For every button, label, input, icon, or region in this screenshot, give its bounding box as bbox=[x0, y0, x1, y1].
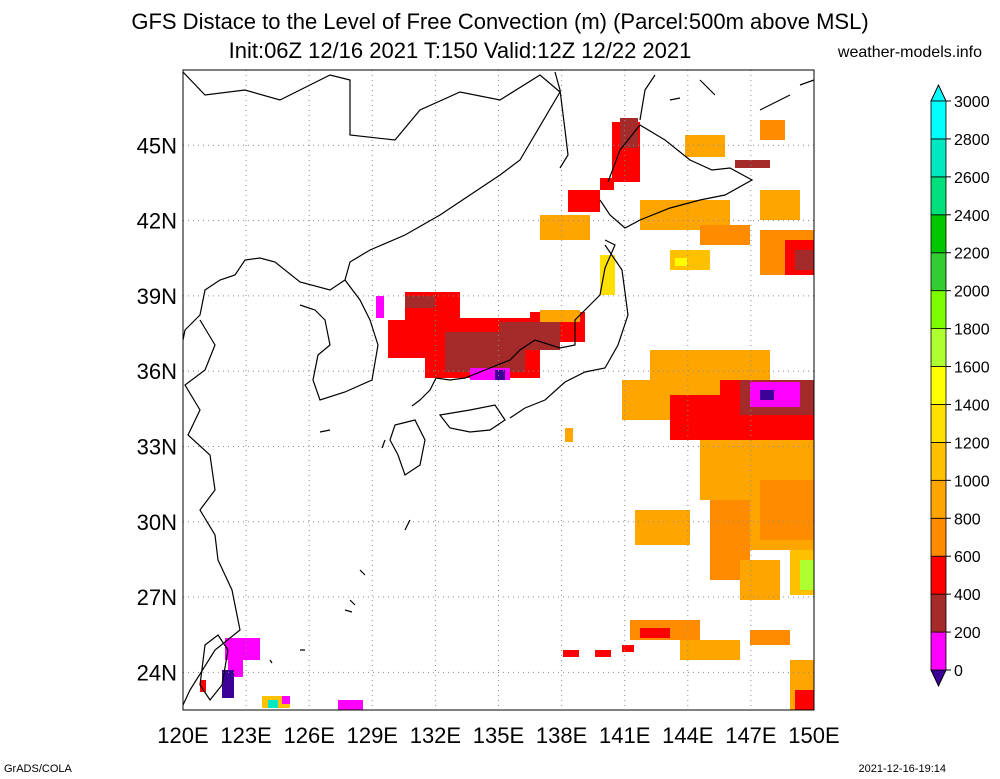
coast-korea-china bbox=[183, 71, 561, 341]
chart-title: GFS Distace to the Level of Free Convect… bbox=[131, 9, 869, 34]
colorbar-label: 1800 bbox=[954, 322, 990, 339]
lat-tick-label: 33N bbox=[137, 434, 177, 459]
coast-china-east bbox=[183, 319, 241, 706]
colorbar-label: 2200 bbox=[954, 246, 990, 263]
lon-tick-label: 123E bbox=[220, 723, 271, 748]
colorbar-label: 0 bbox=[954, 663, 963, 680]
field-layer bbox=[200, 118, 814, 710]
coast-sakhalin bbox=[554, 71, 569, 169]
lon-tick-label: 126E bbox=[284, 723, 335, 748]
colorbar-max-arrow bbox=[930, 83, 947, 102]
colorbar-label: 600 bbox=[954, 549, 981, 566]
lat-tick-label: 30N bbox=[137, 510, 177, 535]
colorbar-label: 800 bbox=[954, 511, 981, 528]
colorbar: 0 200 400 600 800 1000 1200 1400 1600 1800 2000 220… bbox=[930, 83, 990, 688]
lon-tick-label: 144E bbox=[662, 723, 713, 748]
colorbar-segment bbox=[930, 252, 947, 292]
lon-tick-label: 120E bbox=[157, 723, 208, 748]
coast-kyushu bbox=[389, 419, 426, 476]
coast-islands bbox=[269, 429, 411, 664]
colorbar-label: 3000 bbox=[954, 94, 990, 111]
lat-tick-label: 42N bbox=[137, 209, 177, 234]
colorbar-segment bbox=[930, 441, 947, 481]
colorbar-segment bbox=[930, 631, 947, 671]
lat-tick-labels: 24N 27N 30N 33N 36N 39N 42N 45N bbox=[137, 133, 177, 685]
lon-tick-labels: 120E 123E 126E 129E 132E 135E 138E 141E 144E 147E… bbox=[157, 723, 839, 748]
colorbar-segment bbox=[930, 138, 947, 178]
hokkaido-cells bbox=[568, 118, 800, 245]
colorbar-segment bbox=[930, 290, 947, 329]
lon-tick-label: 135E bbox=[473, 723, 524, 748]
colorbar-label: 2400 bbox=[954, 208, 990, 225]
colorbar-label: 200 bbox=[954, 625, 981, 642]
lon-tick-label: 132E bbox=[410, 723, 461, 748]
colorbar-label: 400 bbox=[954, 587, 981, 604]
coast-honshu-pacific bbox=[509, 244, 629, 419]
coast-honshu bbox=[411, 239, 616, 407]
grid-lines bbox=[183, 70, 814, 710]
chart-subtitle: Init:06Z 12/16 2021 T:150 Valid:12Z 12/2… bbox=[228, 38, 692, 63]
colorbar-label: 1400 bbox=[954, 397, 990, 414]
colorbar-segment bbox=[930, 593, 947, 633]
colorbar-label: 1000 bbox=[954, 473, 990, 490]
colorbar-segment bbox=[930, 366, 947, 405]
colorbar-segment bbox=[930, 479, 947, 519]
coast-shikoku bbox=[438, 404, 506, 433]
colorbar-label: 2600 bbox=[954, 170, 990, 187]
lat-tick-label: 45N bbox=[137, 133, 177, 158]
colorbar-label: 1600 bbox=[954, 360, 990, 377]
coast-hokkaido bbox=[599, 124, 754, 229]
colorbar-segment bbox=[930, 214, 947, 254]
colorbar-segment bbox=[930, 517, 947, 557]
pacific-band bbox=[622, 350, 814, 600]
south-cells bbox=[563, 428, 814, 710]
coastlines bbox=[183, 71, 814, 706]
southwest-cells bbox=[200, 638, 363, 710]
lon-tick-label: 129E bbox=[347, 723, 398, 748]
colorbar-segment bbox=[930, 404, 947, 443]
lon-tick-label: 138E bbox=[536, 723, 587, 748]
site-label: weather-models.info bbox=[837, 44, 982, 61]
lat-tick-label: 27N bbox=[137, 585, 177, 610]
lon-tick-label: 147E bbox=[725, 723, 776, 748]
northeast-edge-cells bbox=[540, 215, 814, 295]
lon-tick-label: 150E bbox=[788, 723, 839, 748]
footer-timestamp: 2021-12-16-19:14 bbox=[858, 763, 946, 775]
map-frame bbox=[182, 69, 815, 711]
coast-kurils bbox=[639, 74, 814, 121]
colorbar-label: 2800 bbox=[954, 132, 990, 149]
lat-tick-label: 36N bbox=[137, 359, 177, 384]
colorbar-label: 2000 bbox=[954, 284, 990, 301]
colorbar-segment bbox=[930, 555, 947, 595]
coast-taiwan bbox=[199, 634, 229, 702]
lat-tick-label: 39N bbox=[137, 284, 177, 309]
colorbar-segment bbox=[930, 176, 947, 216]
lat-tick-label: 24N bbox=[137, 660, 177, 685]
lon-tick-label: 141E bbox=[599, 723, 650, 748]
colorbar-label: 1200 bbox=[954, 435, 990, 452]
colorbar-segment bbox=[930, 100, 947, 140]
colorbar-min-arrow bbox=[930, 669, 947, 688]
central-japan-band bbox=[376, 292, 585, 380]
coast-korea-peninsula bbox=[299, 279, 379, 401]
footer-software: GrADS/COLA bbox=[4, 763, 72, 775]
colorbar-segment bbox=[930, 328, 947, 367]
